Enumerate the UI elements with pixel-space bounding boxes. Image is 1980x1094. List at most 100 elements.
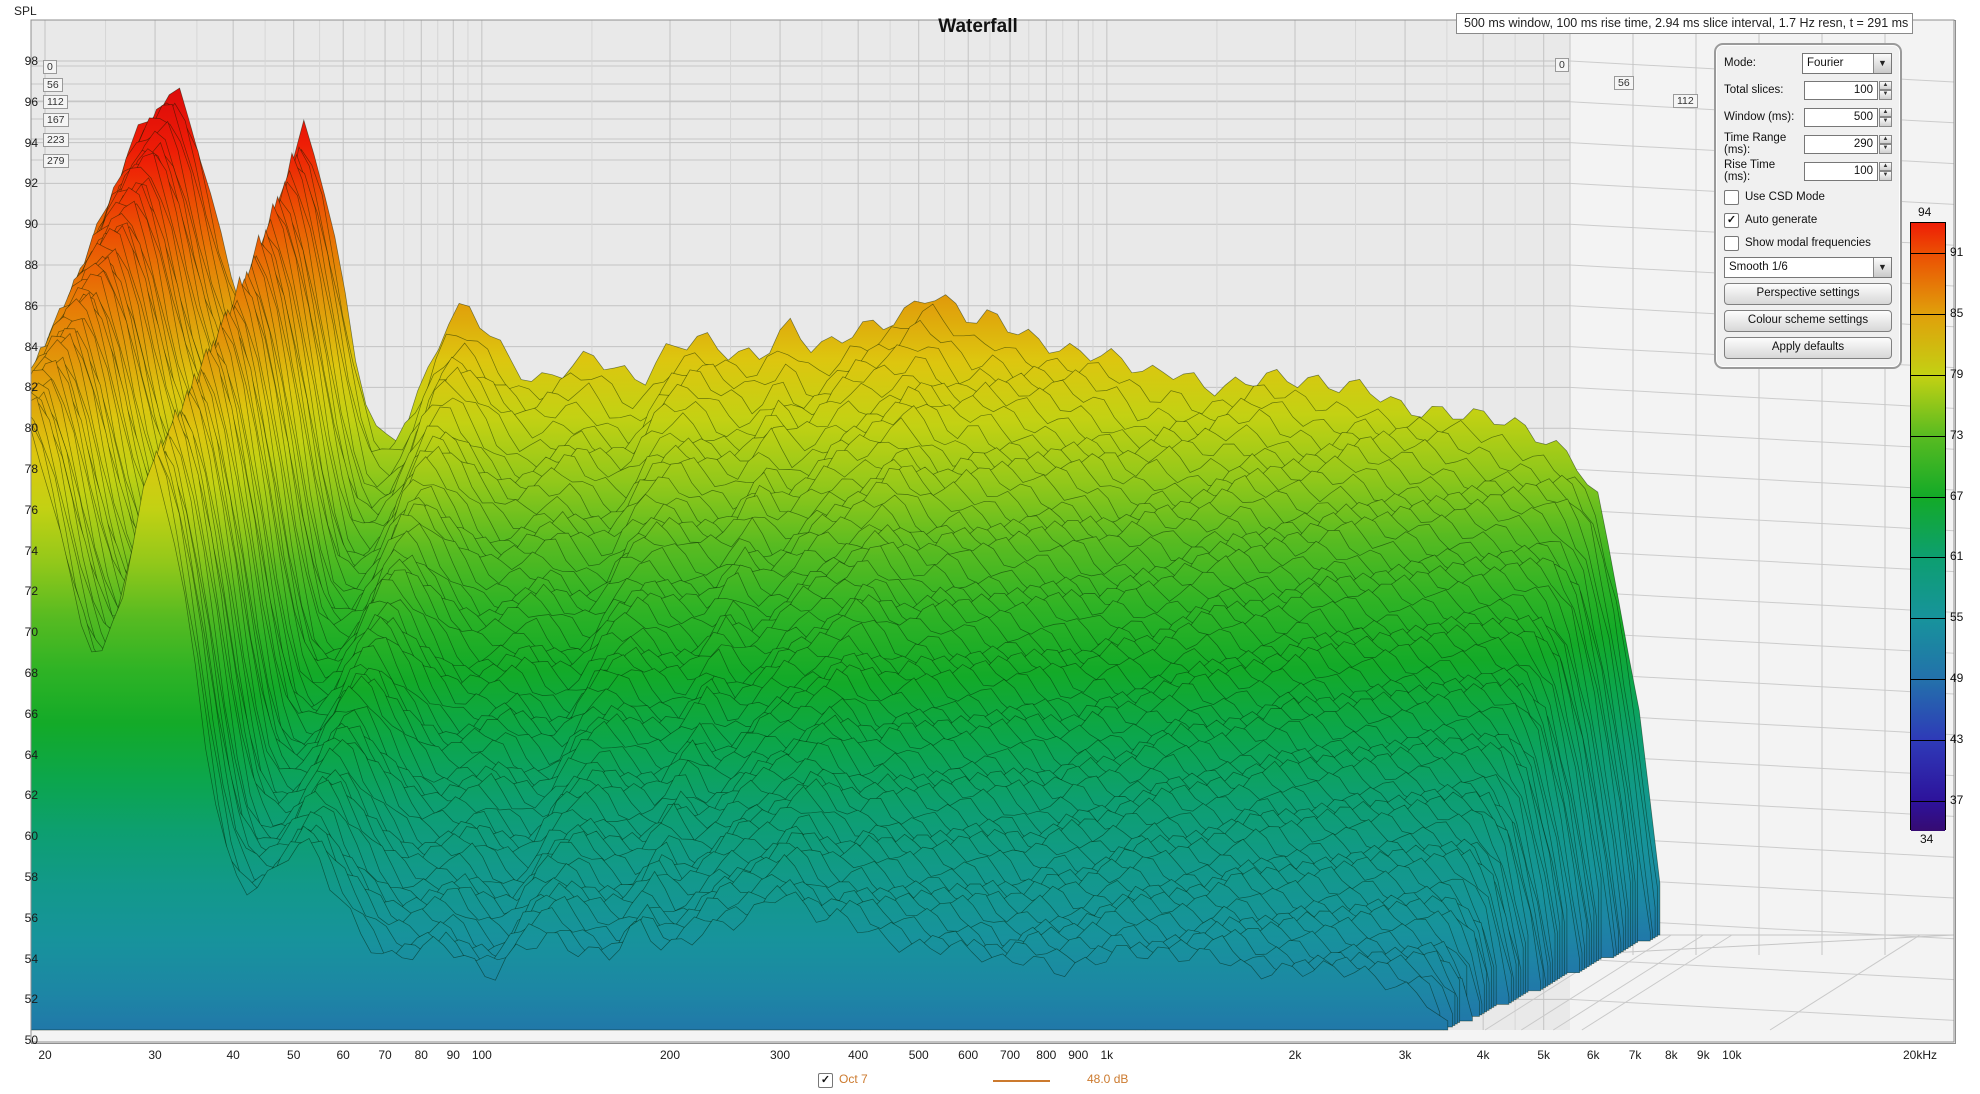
x-tick-label: 90 bbox=[446, 1048, 460, 1062]
show-modal-frequencies-checkbox[interactable] bbox=[1724, 235, 1739, 251]
spin-down-icon[interactable]: ▼ bbox=[1879, 90, 1892, 100]
colour-scale-label: 91 bbox=[1950, 245, 1964, 260]
smoothing-select[interactable]: Smooth 1/6 ▼ bbox=[1724, 256, 1892, 278]
chevron-down-icon[interactable]: ▼ bbox=[1873, 53, 1891, 73]
x-tick-label: 8k bbox=[1664, 1048, 1678, 1062]
x-tick-label: 4k bbox=[1476, 1048, 1490, 1062]
colour-scale-band bbox=[1911, 496, 1945, 558]
spinner[interactable]: ▲ ▼ bbox=[1879, 107, 1892, 127]
apply-defaults-button[interactable]: Apply defaults bbox=[1724, 337, 1892, 359]
y-axis-title: SPL bbox=[14, 4, 37, 18]
x-tick-label: 700 bbox=[1000, 1048, 1021, 1062]
legend-trace-name: Oct 7 bbox=[839, 1072, 868, 1086]
x-tick-label: 40 bbox=[226, 1048, 240, 1062]
colour-scale-label: 85 bbox=[1950, 306, 1964, 321]
field-label: Window (ms): bbox=[1724, 111, 1795, 123]
spin-down-icon[interactable]: ▼ bbox=[1879, 171, 1892, 181]
x-tick-label: 200 bbox=[659, 1048, 681, 1062]
colour-scheme-settings-button[interactable]: Colour scheme settings bbox=[1724, 310, 1892, 332]
x-tick-label: 600 bbox=[958, 1048, 979, 1062]
colour-scale-band bbox=[1911, 618, 1945, 679]
mode-label: Mode: bbox=[1724, 57, 1756, 69]
measurement-info-bar: 500 ms window, 100 ms rise time, 2.94 ms… bbox=[1456, 13, 1913, 34]
legend-trace-checkbox[interactable]: ✓ bbox=[818, 1073, 833, 1088]
checkbox-label: Auto generate bbox=[1745, 214, 1818, 226]
rise-time-ms-input[interactable]: 100 bbox=[1804, 161, 1878, 181]
time-tick-label-right: 56 bbox=[1614, 76, 1634, 90]
y-tick-label: 76 bbox=[24, 502, 38, 517]
total-slices-input[interactable]: 100 bbox=[1804, 80, 1878, 100]
y-tick-label: 92 bbox=[24, 176, 38, 191]
field-label: Rise Time (ms): bbox=[1724, 159, 1776, 183]
mode-value: Fourier bbox=[1807, 56, 1844, 69]
x-tick-label: 800 bbox=[1036, 1048, 1057, 1062]
x-tick-label: 100 bbox=[471, 1048, 492, 1062]
y-tick-label: 58 bbox=[24, 870, 38, 884]
window-ms-input[interactable]: 500 bbox=[1804, 107, 1878, 127]
spl-colour-scale bbox=[1910, 222, 1946, 831]
x-tick-label: 60 bbox=[336, 1048, 350, 1062]
spin-up-icon[interactable]: ▲ bbox=[1879, 80, 1892, 90]
y-tick-label: 72 bbox=[24, 584, 38, 599]
colour-scale-label: 49 bbox=[1950, 671, 1964, 685]
x-tick-label: 30 bbox=[148, 1048, 162, 1062]
x-tick-label: 70 bbox=[378, 1048, 392, 1062]
use-csd-mode-checkbox[interactable] bbox=[1724, 189, 1739, 205]
legend-trace-line bbox=[993, 1080, 1050, 1082]
colour-scale-band bbox=[1911, 800, 1945, 831]
y-tick-label: 98 bbox=[24, 54, 38, 68]
time-tick-label-left: 56 bbox=[43, 78, 63, 92]
spin-up-icon[interactable]: ▲ bbox=[1879, 161, 1892, 171]
checkbox-label: Show modal frequencies bbox=[1745, 237, 1871, 249]
spinner[interactable]: ▲ ▼ bbox=[1879, 134, 1892, 154]
y-tick-label: 80 bbox=[24, 421, 38, 436]
x-tick-label: 20 bbox=[38, 1048, 52, 1062]
checkbox-row: Show modal frequencies bbox=[1724, 233, 1892, 253]
perspective-settings-button[interactable]: Perspective settings bbox=[1724, 283, 1892, 305]
y-tick-label: 70 bbox=[24, 625, 38, 640]
field-label: Time Range (ms): bbox=[1724, 132, 1787, 156]
spin-field-row: Total slices: 100 ▲ ▼ bbox=[1724, 79, 1892, 101]
x-tick-label: 2k bbox=[1288, 1048, 1302, 1062]
checkbox-row: ✓ Auto generate bbox=[1724, 210, 1892, 230]
time-tick-label-right: 112 bbox=[1673, 94, 1698, 108]
colour-scale-label: 79 bbox=[1950, 367, 1964, 381]
spin-field-row: Window (ms): 500 ▲ ▼ bbox=[1724, 106, 1892, 128]
colour-scale-band bbox=[1911, 678, 1945, 740]
mode-row: Mode: Fourier ▼ bbox=[1724, 52, 1892, 74]
x-tick-label: 1k bbox=[1100, 1048, 1114, 1062]
time-tick-label-right: 0 bbox=[1555, 58, 1569, 72]
colour-scale-label: 73 bbox=[1950, 427, 1964, 442]
colour-scale-band bbox=[1911, 314, 1945, 375]
y-tick-label: 74 bbox=[24, 543, 38, 558]
x-tick-label: 80 bbox=[414, 1048, 428, 1062]
y-tick-label: 96 bbox=[24, 94, 38, 109]
y-tick-label: 56 bbox=[24, 910, 38, 925]
mode-select[interactable]: Fourier ▼ bbox=[1802, 52, 1892, 74]
colour-scale-band bbox=[1911, 223, 1945, 254]
y-tick-label: 66 bbox=[24, 706, 38, 721]
spinner[interactable]: ▲ ▼ bbox=[1879, 161, 1892, 181]
x-tick-label: 500 bbox=[908, 1048, 929, 1062]
time-range-ms-input[interactable]: 290 bbox=[1804, 134, 1878, 154]
spin-field-row: Rise Time (ms): 100 ▲ ▼ bbox=[1724, 159, 1892, 183]
spin-down-icon[interactable]: ▼ bbox=[1879, 117, 1892, 127]
checkbox-row: Use CSD Mode bbox=[1724, 187, 1892, 207]
y-tick-label: 50 bbox=[24, 1033, 38, 1048]
x-tick-label: 7k bbox=[1628, 1048, 1642, 1062]
x-tick-label: 10k bbox=[1722, 1048, 1742, 1062]
spinner[interactable]: ▲ ▼ bbox=[1879, 80, 1892, 100]
time-tick-label-left: 167 bbox=[43, 113, 69, 127]
waterfall-controls-panel: Mode: Fourier ▼ Total slices: 100 ▲ ▼ Window… bbox=[1714, 43, 1902, 369]
y-tick-label: 60 bbox=[24, 829, 38, 844]
spin-down-icon[interactable]: ▼ bbox=[1879, 144, 1892, 154]
page-title: Waterfall bbox=[938, 16, 1018, 37]
colour-scale-label: 67 bbox=[1950, 488, 1964, 503]
chevron-down-icon[interactable]: ▼ bbox=[1873, 257, 1891, 277]
auto-generate-checkbox[interactable]: ✓ bbox=[1724, 212, 1739, 228]
spin-up-icon[interactable]: ▲ bbox=[1879, 134, 1892, 144]
x-tick-label: 50 bbox=[287, 1048, 301, 1062]
spin-up-icon[interactable]: ▲ bbox=[1879, 107, 1892, 117]
